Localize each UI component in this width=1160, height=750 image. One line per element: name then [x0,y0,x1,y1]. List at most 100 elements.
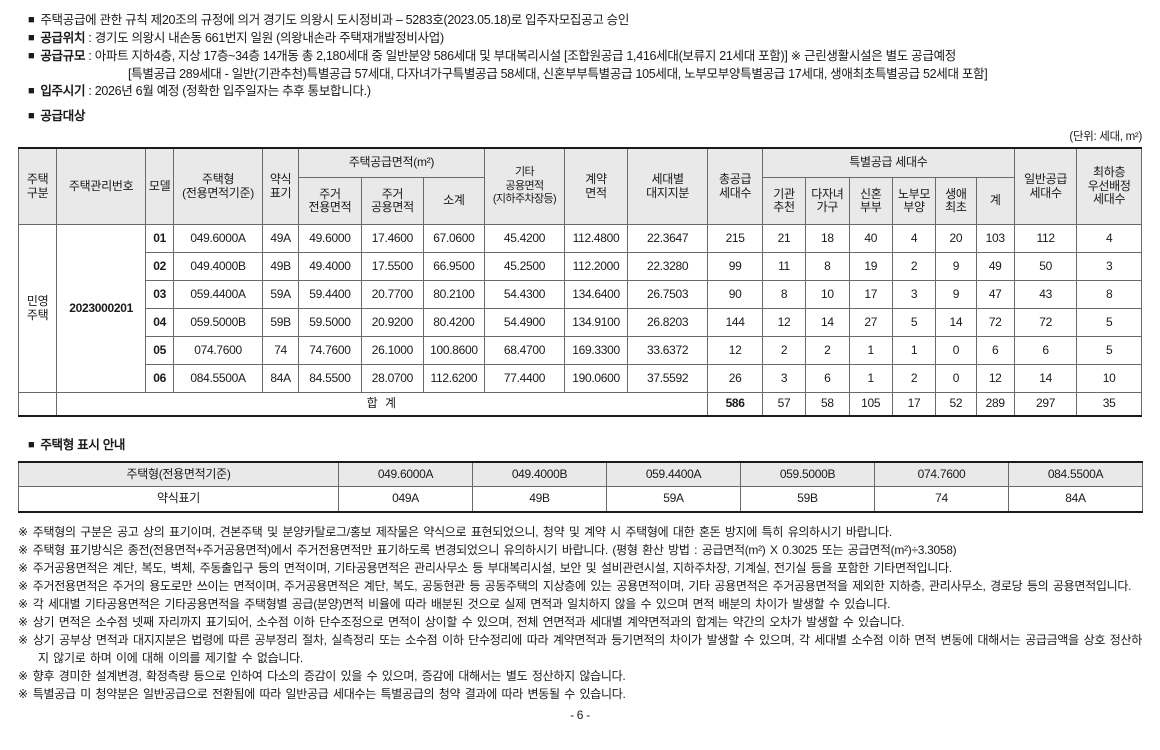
other-common-cell: 68.4700 [483,336,566,365]
bullet-square-icon: ■ [28,50,35,62]
note-item: ※ 주택형의 구분은 공고 상의 표기이며, 견본주택 및 분양카탈로그/홍보 제… [18,523,1142,541]
note-item: ※ 특별공급 미 청약분은 일반공급으로 전환됨에 따라 일반공급 세대수는 특별… [18,685,1142,703]
header-special-group: 특별공급 세대수 [761,147,1015,178]
special-multichild-cell: 10 [805,280,850,309]
land-share-cell: 37.5592 [626,364,709,393]
exclusive-area-cell: 74.7600 [298,336,362,365]
general-units-cell: 43 [1013,280,1078,309]
common-area-cell: 28.0700 [360,364,425,393]
bullet-text: 주택공급에 관한 규칙 제20조의 규정에 의거 경기도 의왕시 도시정비과 –… [40,13,630,27]
special-newlywed-cell: 40 [848,224,893,253]
reference-mark-icon: ※ [18,668,28,683]
note-text: 주택형의 구분은 공고 상의 표기이며, 견본주택 및 분양카탈로그/홍보 제작… [32,524,892,539]
general-units-cell: 6 [1013,336,1078,365]
total-ground-floor-cell: 35 [1076,392,1142,416]
special-sum-cell: 49 [975,252,1015,281]
type-abbr-cell: 84A [1008,486,1143,512]
type-abbr-cell: 049A [338,486,473,512]
housing-class-cell: 민영 주택 [17,224,58,393]
other-common-cell: 45.2500 [483,252,566,281]
type-abbr-cell: 59A [606,486,741,512]
header-supply-area-group: 주택공급면적(m²) [298,147,485,178]
supply-section-title: ■ 공급대상 [28,108,1142,126]
land-share-cell: 26.8203 [626,308,709,337]
header-special-multichild: 다자녀 가구 [805,177,850,225]
unit-note: (단위: 세대, m²) [1069,131,1142,143]
management-number-cell: 2023000201 [56,224,146,393]
bullet-square-icon: ■ [28,438,35,451]
common-area-cell: 20.7700 [360,280,425,309]
ground-floor-cell: 10 [1076,364,1142,393]
note-text: 향후 경미한 설계변경, 확정측량 등으로 인하여 다소의 증감이 있을 수 있… [32,668,626,683]
special-org-cell: 11 [761,252,807,281]
abbr-cell: 49B [261,252,300,281]
total-units-cell: 26 [707,364,763,393]
model-cell: 06 [144,364,175,393]
subtotal-cell: 80.2100 [423,280,485,309]
subtotal-cell: 67.0600 [423,224,485,253]
general-units-cell: 14 [1013,364,1078,393]
header-other-common-area: 기타 공용면적 (지하주차장등) [483,147,566,225]
type-cell: 049.6000A [173,224,263,253]
contract-area-cell: 134.9100 [564,308,628,337]
special-multichild-cell: 6 [805,364,850,393]
common-area-cell: 20.9200 [360,308,425,337]
special-elder-cell: 2 [891,252,937,281]
supply-row: 04 059.5000B 59B 59.5000 20.9200 80.4200 54.49… [19,308,1142,337]
bullet-text: : 경기도 의왕시 내손동 661번지 일원 (의왕내손라 주택재개발정비사업) [85,31,444,45]
supply-row: 02 049.4000B 49B 49.4000 17.5500 66.9500 45.25… [19,252,1142,281]
type-code-cell: 074.7600 [874,461,1009,487]
total-units-cell: 586 [707,392,763,416]
bullet-text: : 2026년 6월 예정 (정확한 입주일자는 추후 통보합니다.) [85,84,371,98]
header-bullet: ■ 주택공급에 관한 규칙 제20조의 규정에 의거 경기도 의왕시 도시정비과 … [28,12,1142,30]
reference-mark-icon: ※ [18,542,28,557]
header-special-elder: 노부모 부양 [891,177,937,225]
exclusive-area-cell: 59.4400 [298,280,362,309]
reference-mark-icon: ※ [18,596,28,611]
header-management-number: 주택관리번호 [56,147,146,225]
special-sum-cell: 47 [975,280,1015,309]
general-units-cell: 112 [1013,224,1078,253]
common-area-cell: 17.5500 [360,252,425,281]
bullet-text: : 아파트 지하4층, 지상 17층~34층 14개동 총 2,180세대 중 … [85,49,956,63]
special-multichild-cell: 8 [805,252,850,281]
total-special-cell: 17 [891,392,937,416]
note-item: ※ 향후 경미한 설계변경, 확정측량 등으로 인하여 다소의 증감이 있을 수 … [18,667,1142,685]
abbr-cell: 59B [261,308,300,337]
other-common-cell: 77.4400 [483,364,566,393]
model-cell: 04 [144,308,175,337]
other-common-cell: 45.4200 [483,224,566,253]
supply-row: 06 084.5500A 84A 84.5500 28.0700 112.6200 77.4… [19,364,1142,393]
special-newlywed-cell: 17 [848,280,893,309]
header-contract-area: 계약 면적 [564,147,628,225]
note-text: 상기 면적은 소수점 넷째 자리까지 표기되어, 소수점 이하 단수조정으로 면… [32,614,905,629]
other-common-cell: 54.4300 [483,280,566,309]
ground-floor-cell: 8 [1076,280,1142,309]
header-exclusive-area: 주거 전용면적 [298,177,362,225]
header-total-units: 총공급 세대수 [707,147,763,225]
header-land-share: 세대별 대지지분 [626,147,709,225]
special-sum-cell: 72 [975,308,1015,337]
notes-list: ※ 주택형의 구분은 공고 상의 표기이며, 견본주택 및 분양카탈로그/홍보 제… [18,523,1142,703]
bullet-label: 공급규모 [40,49,86,63]
note-item: ※ 주택형 표기방식은 종전(전용면적+주거공용면적)에서 주거전용면적만 표기하… [18,541,1142,559]
note-text: 주거공용면적은 계단, 복도, 벽체, 주동출입구 등의 면적이며, 기타공용면… [32,560,952,575]
special-org-cell: 3 [761,364,807,393]
header-abbr: 약식 표기 [261,147,300,225]
subtotal-cell: 80.4200 [423,308,485,337]
type-section-title: ■ 주택형 표시 안내 [28,437,1142,455]
special-newlywed-cell: 19 [848,252,893,281]
header-ground-floor: 최하층 우선배정 세대수 [1076,147,1142,225]
land-share-cell: 22.3647 [626,224,709,253]
total-row: 합 계 586 57 58 105 17 52 289 297 35 [17,392,1142,416]
type-cell: 059.4400A [173,280,263,309]
header-bullets: ■ 주택공급에 관한 규칙 제20조의 규정에 의거 경기도 의왕시 도시정비과 … [28,12,1142,101]
reference-mark-icon: ※ [18,614,28,629]
special-first-cell: 0 [935,364,977,393]
total-empty-cell [17,392,58,416]
contract-area-cell: 134.6400 [564,280,628,309]
special-newlywed-cell: 27 [848,308,893,337]
abbr-cell: 74 [261,336,300,365]
subtotal-cell: 100.8600 [423,336,485,365]
note-item: ※ 상기 공부상 면적과 대지지분은 법령에 따른 공부정리 절차, 실측정리 또… [18,631,1142,667]
